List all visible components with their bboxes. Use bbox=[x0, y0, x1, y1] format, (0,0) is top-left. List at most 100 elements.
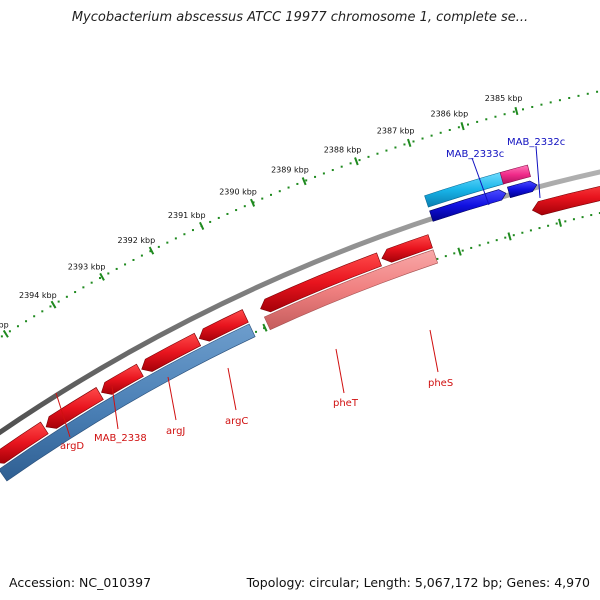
ruler-dot bbox=[226, 212, 229, 215]
ruler-dot bbox=[25, 320, 28, 323]
ruler-tick bbox=[301, 177, 307, 186]
ruler-label: 2387 kbp bbox=[377, 127, 415, 136]
ruler-dot bbox=[166, 241, 169, 244]
ruler-label: 2392 kbp bbox=[118, 236, 156, 245]
ruler-dot bbox=[157, 245, 160, 248]
gene-label-argd[interactable]: argD bbox=[60, 441, 84, 452]
ruler-dot bbox=[331, 169, 334, 172]
ruler-upper: 2395 kbp 2394 kbp 2393 kbp 2392 kbp 2391 kbp… bbox=[0, 90, 599, 338]
ruler-label: 2385 kbp bbox=[485, 94, 523, 103]
ruler-dot bbox=[590, 214, 593, 217]
ruler-dot bbox=[261, 197, 264, 200]
backbone-arc bbox=[0, 169, 600, 436]
ruler-dot bbox=[529, 229, 532, 232]
ruler-label: 2388 kbp bbox=[324, 145, 362, 154]
ruler-label: 2391 kbp bbox=[168, 211, 206, 220]
cds-arrow-forward bbox=[507, 180, 538, 199]
ruler-dot bbox=[57, 300, 60, 303]
gene-leader-line bbox=[227, 367, 237, 411]
ruler-dot bbox=[476, 120, 479, 123]
label-layer: argD MAB_2338 argJ argC pheT pheS MAB_2333cMAB… bbox=[55, 137, 565, 452]
ruler-dot bbox=[314, 175, 317, 178]
ruler-dot bbox=[322, 172, 325, 175]
gene-band-pheST bbox=[263, 249, 439, 331]
ruler-dot bbox=[8, 330, 11, 333]
ruler-tick bbox=[457, 247, 462, 256]
gene-label-mab-2332c[interactable]: MAB_2332c bbox=[507, 137, 565, 148]
ruler-dot bbox=[340, 165, 343, 168]
ruler-dot bbox=[521, 231, 524, 234]
ruler-dot bbox=[98, 277, 101, 280]
cds-arrow-reverse bbox=[198, 309, 249, 342]
accession-text: Accession: NC_010397 bbox=[9, 575, 152, 590]
ruler-dot bbox=[494, 115, 497, 118]
ruler-dot bbox=[394, 146, 397, 149]
gene-label-phes[interactable]: pheS bbox=[428, 378, 453, 389]
cds-arrow-reverse bbox=[45, 387, 104, 429]
ruler-dot bbox=[577, 94, 580, 97]
ruler-dot bbox=[495, 239, 498, 242]
ruler-dot bbox=[512, 234, 515, 237]
ruler-dot bbox=[430, 134, 433, 137]
ruler-dot bbox=[412, 140, 415, 143]
ruler-dot bbox=[448, 128, 451, 131]
cds-arrow-reverse bbox=[260, 252, 382, 313]
cds-arrow-reverse bbox=[0, 421, 49, 464]
ruler-tick bbox=[514, 106, 519, 116]
cds-arrow-reverse bbox=[381, 234, 433, 263]
ruler-label: 2394 kbp bbox=[19, 291, 57, 300]
ruler-dot bbox=[33, 315, 36, 318]
gene-label-argc[interactable]: argC bbox=[225, 416, 248, 427]
ruler-dot bbox=[596, 90, 599, 93]
ruler-dot bbox=[349, 162, 352, 165]
ruler-tick bbox=[507, 232, 512, 241]
ruler-dot bbox=[209, 220, 212, 223]
ruler-dot bbox=[461, 249, 464, 252]
ruler-dot bbox=[540, 103, 543, 106]
map-title: Mycobacterium abscessus ATCC 19977 chrom… bbox=[71, 10, 529, 25]
ruler-dot bbox=[522, 108, 525, 111]
ruler-dot bbox=[255, 330, 258, 333]
gene-leader-line bbox=[535, 145, 541, 199]
ruler-dot bbox=[549, 101, 552, 104]
ruler-label: 2390 kbp bbox=[219, 188, 257, 197]
ruler-dot bbox=[444, 255, 447, 258]
ruler-dot bbox=[140, 254, 143, 257]
topology-summary: Topology: circular; Length: 5,067,172 bp… bbox=[246, 575, 590, 590]
ruler-dot bbox=[564, 220, 567, 223]
ruler-dot bbox=[436, 257, 439, 260]
ruler-dot bbox=[568, 96, 571, 99]
ruler-lower bbox=[30, 212, 600, 460]
cds-arrow-reverse bbox=[531, 186, 600, 216]
gene-label-mab-2333c[interactable]: MAB_2333c bbox=[446, 149, 504, 160]
ruler-tick bbox=[199, 221, 205, 230]
ruler-dot bbox=[581, 216, 584, 219]
ruler-dot bbox=[485, 118, 488, 121]
gene-label-argj[interactable]: argJ bbox=[166, 426, 185, 437]
ruler-dot bbox=[252, 201, 255, 204]
ruler-dot bbox=[174, 237, 177, 240]
gene-label-mab-2338[interactable]: MAB_2338 bbox=[94, 433, 147, 444]
ruler-dot bbox=[270, 193, 272, 196]
gene-leader-line bbox=[55, 392, 71, 438]
ruler-dot bbox=[49, 305, 52, 308]
ruler-dot bbox=[358, 159, 361, 162]
ruler-tick bbox=[262, 323, 268, 332]
ruler-dot bbox=[191, 229, 194, 232]
ruler-dot bbox=[132, 258, 135, 261]
ruler-dot bbox=[115, 267, 118, 270]
ruler-dot bbox=[235, 209, 238, 212]
ruler-label: 2389 kbp bbox=[271, 166, 309, 175]
feature-pink bbox=[499, 164, 531, 185]
gene-label-phet[interactable]: pheT bbox=[333, 398, 359, 409]
cds-arrow-forward bbox=[429, 189, 507, 222]
gene-leader-line bbox=[167, 376, 177, 421]
ruler-label: 2386 kbp bbox=[431, 110, 469, 119]
ruler-dot bbox=[376, 152, 379, 155]
ruler-dot bbox=[467, 123, 469, 126]
ruler-tick bbox=[99, 272, 105, 281]
ruler-dot bbox=[385, 149, 388, 152]
ruler-dot bbox=[243, 205, 246, 208]
ruler-dot bbox=[421, 137, 424, 140]
